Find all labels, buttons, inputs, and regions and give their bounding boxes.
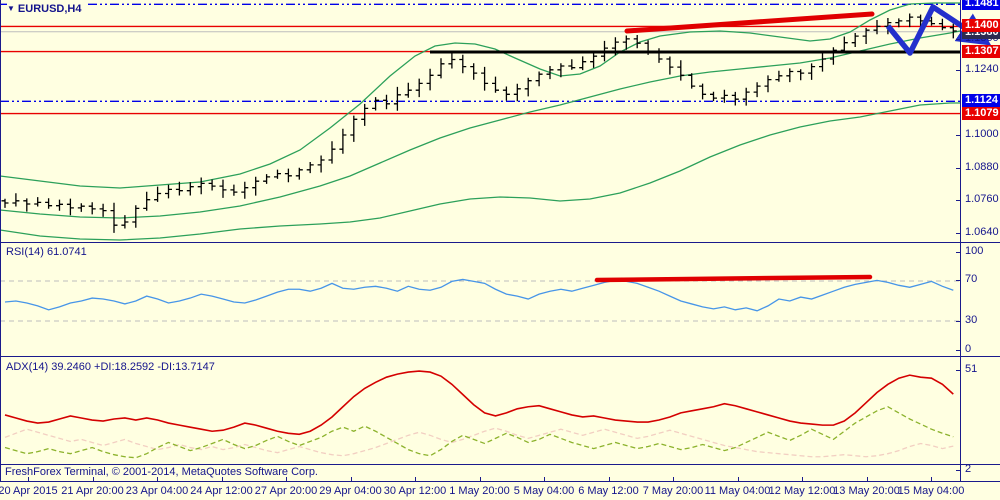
price-axis-tick: [956, 39, 960, 40]
drawn-trendlines-and-arrow[interactable]: [430, 4, 992, 283]
time-axis-label: 20 Apr 2015: [0, 485, 58, 497]
time-axis-label: 11 May 04:00: [704, 485, 771, 497]
symbol-text: EURUSD,H4: [17, 3, 82, 15]
time-axis-tick: [286, 477, 287, 482]
ohlc-price-bars: [1, 13, 957, 233]
price-axis-label-1.1000: 1.1000: [965, 128, 999, 140]
time-axis-tick: [866, 477, 868, 482]
price-axis-label-1.0640: 1.0640: [965, 226, 999, 238]
time-axis-tick: [673, 477, 674, 482]
time-axis-tick: [221, 477, 223, 482]
time-axis-tick: [479, 477, 481, 482]
time-axis-label: 7 May 20:00: [642, 485, 704, 497]
price-axis-label-1.0880: 1.0880: [965, 161, 999, 173]
rsi-axis-label-70: 70: [965, 273, 978, 285]
time-axis-label: 13 May 20:00: [833, 485, 900, 497]
price-axis-tick: [956, 200, 960, 201]
price-axis-label-1.1481: 1.1481: [962, 0, 1000, 10]
horizontal-level-lines: [0, 3, 960, 115]
rsi-indicator-label: RSI(14) 61.0741: [6, 246, 87, 258]
adx-axis-label-2: 2: [965, 463, 972, 475]
time-axis-label: 21 Apr 20:00: [61, 485, 124, 497]
symbol-timeframe-label[interactable]: ▼ EURUSD,H4: [7, 2, 87, 16]
time-axis-line: [0, 481, 1000, 482]
time-axis-tick: [931, 477, 932, 482]
price-axis-tick: [956, 70, 960, 71]
price-axis-tick: [956, 135, 960, 136]
time-axis-label: 23 Apr 04:00: [125, 485, 189, 497]
rsi-axis-tick: [956, 321, 960, 322]
time-axis-label: 29 Apr 04:00: [319, 485, 382, 497]
time-axis-label: 5 May 04:00: [513, 485, 575, 497]
time-axis-tick: [737, 477, 739, 482]
time-axis-tick: [544, 477, 545, 482]
rsi-axis-tick: [956, 350, 960, 351]
price-axis-label-1.0760: 1.0760: [965, 193, 999, 205]
time-axis-label: 24 Apr 12:00: [190, 485, 253, 497]
adx-indicator-label: ADX(14) 39.2460 +DI:18.2592 -DI:13.7147: [6, 361, 215, 373]
price-axis-tick: [956, 233, 960, 234]
rsi-axis-label-100: 100: [965, 245, 984, 257]
time-axis-tick: [802, 477, 803, 482]
panel-separator-main-rsi[interactable]: [0, 242, 1000, 243]
panel-separator-adx-footer: [0, 464, 1000, 465]
price-axis-label-1.1240: 1.1240: [965, 63, 999, 75]
time-axis-label: 1 May 20:00: [449, 485, 510, 497]
left-frame-line: [0, 0, 1, 482]
chevron-down-icon[interactable]: ▼: [7, 4, 15, 13]
adx-axis-tick: [956, 370, 960, 371]
time-axis-label: 27 Apr 20:00: [254, 485, 318, 497]
time-axis-label: 12 May 12:00: [768, 485, 836, 497]
time-axis-tick: [157, 477, 158, 482]
time-axis-tick: [415, 477, 416, 482]
adx-indicator-lines: [4, 370, 954, 459]
price-axis-label-1.1307: 1.1307: [962, 45, 1000, 58]
grid-lines: [0, 280, 960, 322]
time-axis-tick: [350, 477, 352, 482]
price-axis-tick: [956, 168, 960, 169]
time-axis-tick: [28, 477, 29, 482]
rsi-axis-tick: [956, 280, 960, 281]
rsi-axis-label-0: 0: [965, 343, 972, 355]
time-axis-label: 30 Apr 12:00: [383, 485, 447, 497]
rsi-axis-tick: [956, 252, 960, 253]
time-axis-tick: [92, 477, 94, 482]
time-axis-tick: [608, 477, 610, 482]
adx-axis-label-51: 51: [965, 363, 978, 375]
rsi-axis-label-30: 30: [965, 314, 978, 326]
price-axis-label-1.1400: 1.1400: [962, 19, 1000, 32]
rsi-indicator-line: [4, 278, 954, 312]
price-axis-label-1.1079: 1.1079: [962, 107, 1000, 120]
adx-axis-tick: [956, 470, 960, 471]
price-axis-label-1.1124: 1.1124: [962, 94, 1000, 107]
panel-separator-rsi-adx[interactable]: [0, 356, 1000, 357]
price-axis-line: [960, 0, 961, 482]
terminal-footer-credit: FreshForex Terminal, © 2001-2014, MetaQu…: [5, 466, 318, 478]
bollinger-bands: [0, 2, 961, 241]
time-axis-label: 15 May 04:00: [897, 485, 965, 497]
time-axis-label: 6 May 12:00: [578, 485, 639, 497]
